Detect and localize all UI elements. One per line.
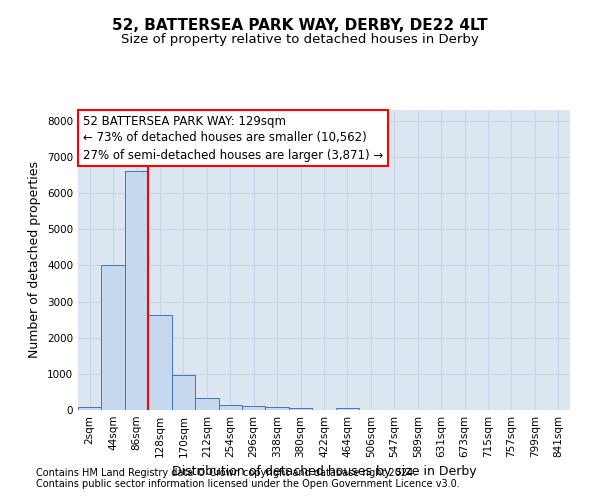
Y-axis label: Number of detached properties: Number of detached properties <box>28 162 41 358</box>
Bar <box>289 408 312 410</box>
Text: 52, BATTERSEA PARK WAY, DERBY, DE22 4LT: 52, BATTERSEA PARK WAY, DERBY, DE22 4LT <box>112 18 488 32</box>
Bar <box>218 406 242 410</box>
Text: Size of property relative to detached houses in Derby: Size of property relative to detached ho… <box>121 32 479 46</box>
Text: Contains public sector information licensed under the Open Government Licence v3: Contains public sector information licen… <box>36 479 460 489</box>
Bar <box>101 266 125 410</box>
Bar <box>336 408 359 410</box>
Text: Contains HM Land Registry data © Crown copyright and database right 2024.: Contains HM Land Registry data © Crown c… <box>36 468 416 477</box>
Bar <box>125 172 148 410</box>
Bar <box>195 398 218 410</box>
Bar <box>242 406 265 410</box>
Bar <box>172 376 195 410</box>
Bar <box>265 408 289 410</box>
Bar <box>78 407 101 410</box>
Bar <box>148 316 172 410</box>
Text: 52 BATTERSEA PARK WAY: 129sqm
← 73% of detached houses are smaller (10,562)
27% : 52 BATTERSEA PARK WAY: 129sqm ← 73% of d… <box>83 114 383 162</box>
X-axis label: Distribution of detached houses by size in Derby: Distribution of detached houses by size … <box>172 466 476 478</box>
